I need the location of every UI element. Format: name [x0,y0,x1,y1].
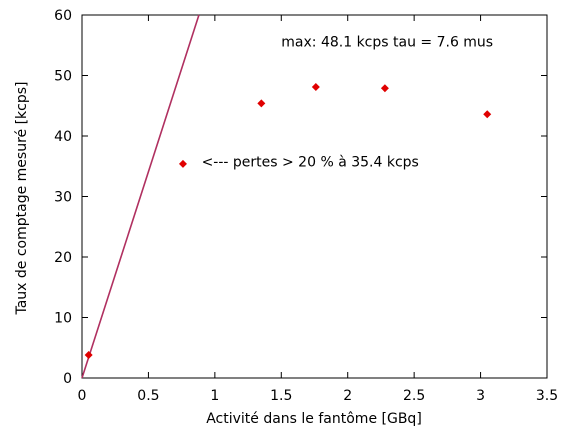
x-tick-label: 0.5 [137,388,159,404]
y-tick-label: 20 [54,250,72,266]
x-axis-label: Activité dans le fantôme [GBq] [206,411,422,427]
x-tick-label: 1 [210,388,219,404]
x-tick-label: 3.5 [536,388,558,404]
scatter-series [84,82,492,360]
y-tick-label: 50 [54,69,72,85]
line-series [81,14,200,379]
x-tick-label: 2 [343,388,352,404]
data-point [257,99,266,108]
x-axis: 0 0.5 1 1.5 2 2.5 3 3.5 [78,15,558,404]
x-tick-label: 1.5 [270,388,292,404]
data-point [380,84,389,93]
annotation-text: max: 48.1 kcps tau = 7.6 mus [281,34,493,50]
data-point [178,159,187,168]
data-point [84,351,93,360]
data-point [311,82,320,91]
y-tick-label: 60 [54,8,72,24]
annotations: max: 48.1 kcps tau = 7.6 mus <--- pertes … [202,34,494,170]
y-tick-label: 10 [54,311,72,327]
y-axis: 0 10 20 30 40 50 60 [54,8,547,387]
data-point [483,110,492,119]
annotation-text: <--- pertes > 20 % à 35.4 kcps [202,154,419,170]
y-tick-label: 40 [54,129,72,145]
x-tick-label: 2.5 [403,388,425,404]
plot-frame [81,14,548,379]
x-tick-label: 3 [476,388,485,404]
fit-line [81,14,200,379]
y-tick-label: 30 [54,190,72,206]
x-tick-label: 0 [78,388,87,404]
y-axis-label: Taux de comptage mesuré [kcps] [14,81,30,315]
y-tick-label: 0 [63,371,72,387]
